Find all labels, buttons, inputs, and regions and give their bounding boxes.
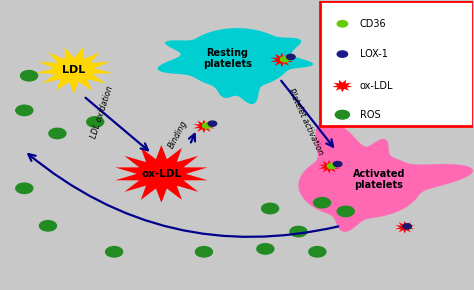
Circle shape xyxy=(335,110,349,119)
Polygon shape xyxy=(332,80,353,92)
Circle shape xyxy=(202,123,211,128)
Circle shape xyxy=(208,121,217,126)
Circle shape xyxy=(39,221,56,231)
Circle shape xyxy=(309,246,326,257)
Text: ox-LDL: ox-LDL xyxy=(141,169,182,179)
Circle shape xyxy=(106,246,123,257)
Circle shape xyxy=(49,128,66,139)
Polygon shape xyxy=(158,28,313,104)
Circle shape xyxy=(16,105,33,115)
Polygon shape xyxy=(36,47,112,94)
FancyArrowPatch shape xyxy=(28,154,338,237)
Circle shape xyxy=(314,197,330,208)
Polygon shape xyxy=(299,121,473,232)
Circle shape xyxy=(337,206,354,217)
Polygon shape xyxy=(319,160,340,174)
Text: ROS: ROS xyxy=(360,110,381,120)
Text: LDL: LDL xyxy=(62,65,86,75)
Circle shape xyxy=(87,117,104,127)
Circle shape xyxy=(327,164,336,169)
Circle shape xyxy=(403,224,411,229)
Text: ox-LDL: ox-LDL xyxy=(360,81,393,91)
Polygon shape xyxy=(115,145,208,203)
Polygon shape xyxy=(395,221,415,234)
Text: Resting
platelets: Resting platelets xyxy=(203,48,252,69)
Circle shape xyxy=(333,162,342,167)
Circle shape xyxy=(281,57,289,62)
Circle shape xyxy=(16,183,33,193)
Text: LOX-1: LOX-1 xyxy=(360,49,388,59)
Circle shape xyxy=(20,70,37,81)
Polygon shape xyxy=(193,119,215,133)
Circle shape xyxy=(337,51,347,57)
Text: Binding: Binding xyxy=(167,119,189,151)
Polygon shape xyxy=(270,52,293,67)
Text: CD36: CD36 xyxy=(360,19,386,29)
Circle shape xyxy=(337,21,347,27)
Circle shape xyxy=(257,244,274,254)
Text: Platelet activation: Platelet activation xyxy=(286,87,325,157)
Circle shape xyxy=(290,226,307,237)
Circle shape xyxy=(195,246,212,257)
Circle shape xyxy=(287,55,295,59)
FancyBboxPatch shape xyxy=(319,1,474,126)
Text: LDL oxidation: LDL oxidation xyxy=(90,84,115,139)
Text: Activated
platelets: Activated platelets xyxy=(353,169,405,191)
Circle shape xyxy=(262,203,279,214)
